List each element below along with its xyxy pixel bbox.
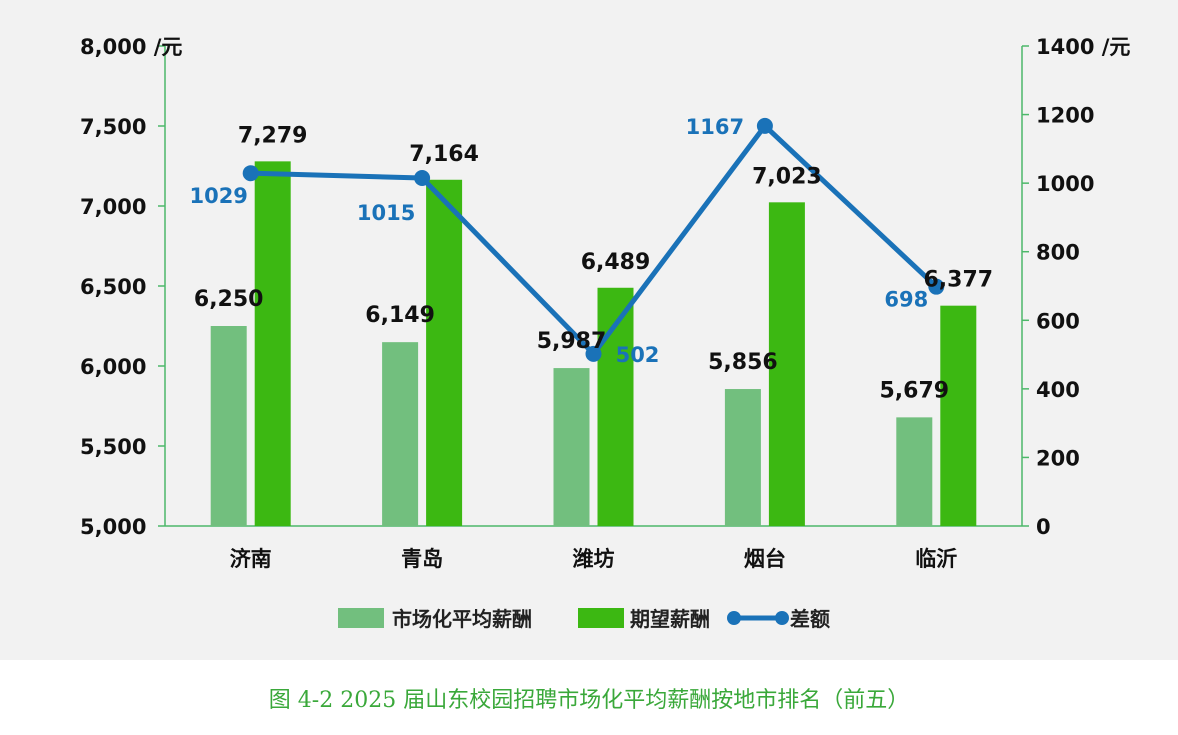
right-tick-label: 1000 <box>1036 172 1094 196</box>
difference-point <box>242 165 259 182</box>
expected-salary-label: 7,023 <box>752 164 822 189</box>
axes: 5,000 5,500 6,000 6,500 7,000 7,500 8,000 /元 0 2… <box>80 35 1130 571</box>
market-salary-label: 5,856 <box>708 350 778 375</box>
difference-point <box>585 345 602 362</box>
expected-salary-bar <box>426 179 463 526</box>
difference-label: 502 <box>616 343 660 367</box>
left-tick-label: 5,000 <box>80 515 146 539</box>
left-tick-label: 5,500 <box>80 435 146 459</box>
right-tick-label: 200 <box>1036 446 1080 470</box>
difference-point <box>414 170 431 186</box>
category-label: 潍坊 <box>573 547 615 571</box>
market-salary-label: 5,987 <box>537 329 607 354</box>
expected-salary-label: 7,164 <box>409 142 479 167</box>
legend-label-difference: 差额 <box>790 607 830 631</box>
market-salary-bar <box>553 368 590 526</box>
difference-point <box>928 278 945 295</box>
market-salary-label: 5,679 <box>880 378 950 403</box>
right-tick-label: 0 <box>1036 515 1051 539</box>
left-tick-label: 8,000 /元 <box>80 35 182 59</box>
difference-line <box>242 117 945 362</box>
chart: 5,000 5,500 6,000 6,500 7,000 7,500 8,000 /元 0 2… <box>80 35 1130 631</box>
expected-salary-bar <box>768 202 805 526</box>
legend-label-market: 市场化平均薪酬 <box>392 607 532 631</box>
right-tick-label: 800 <box>1036 241 1080 265</box>
left-tick-label: 6,500 <box>80 275 146 299</box>
difference-label: 1167 <box>686 115 744 139</box>
right-tick-label: 400 <box>1036 378 1080 402</box>
left-tick-label: 7,500 <box>80 115 146 139</box>
market-salary-bar <box>724 389 761 526</box>
expected-salary-label: 6,377 <box>924 268 994 293</box>
market-salary-bar <box>382 342 419 526</box>
category-label: 临沂 <box>915 547 957 571</box>
bars <box>210 161 977 527</box>
difference-label: 698 <box>884 288 928 312</box>
legend-marker-difference <box>727 611 741 625</box>
expected-salary-bar <box>254 161 291 527</box>
expected-salary-label: 7,279 <box>238 123 308 148</box>
figure-caption: 图 4-2 2025 届山东校园招聘市场化平均薪酬按地市排名（前五） <box>268 688 910 713</box>
difference-line-path <box>250 123 939 357</box>
right-tick-label: 600 <box>1036 309 1080 333</box>
legend-swatch-market <box>338 608 384 628</box>
market-salary-label: 6,149 <box>365 303 435 328</box>
category-label: 济南 <box>230 547 272 571</box>
market-salary-label: 6,250 <box>194 287 264 312</box>
difference-point <box>756 117 773 134</box>
difference-label: 1029 <box>189 184 247 208</box>
expected-salary-label: 6,489 <box>581 250 651 275</box>
difference-label: 1015 <box>357 201 415 225</box>
chart-panel: 5,000 5,500 6,000 6,500 7,000 7,500 8,000 /元 0 2… <box>0 0 1178 660</box>
category-label: 青岛 <box>401 547 443 571</box>
category-label: 烟台 <box>744 547 786 571</box>
right-tick-label: 1200 <box>1036 104 1094 128</box>
legend-marker-difference <box>775 611 789 625</box>
market-salary-bar <box>210 326 247 526</box>
data-labels: 6,250 6,149 5,987 5,856 5,679 7,279 7,164 6,489… <box>189 115 993 403</box>
legend: 市场化平均薪酬 期望薪酬 差额 <box>338 607 830 631</box>
left-tick-label: 7,000 <box>80 195 146 219</box>
right-tick-label: 1400 /元 <box>1036 35 1130 59</box>
legend-swatch-expected <box>578 608 624 628</box>
legend-label-expected: 期望薪酬 <box>630 607 710 631</box>
left-tick-label: 6,000 <box>80 355 146 379</box>
market-salary-bar <box>896 417 933 526</box>
expected-salary-bar <box>940 305 977 526</box>
